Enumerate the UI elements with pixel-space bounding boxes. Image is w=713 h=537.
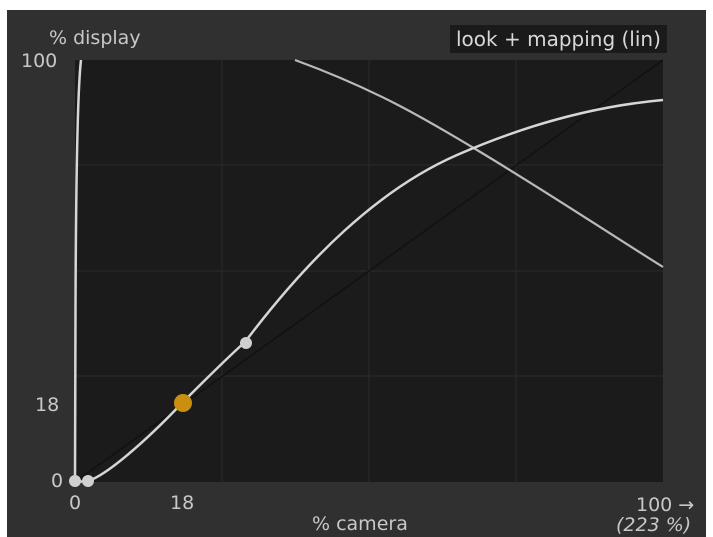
shoulder-node[interactable]	[240, 337, 252, 349]
x-axis-label: % camera	[312, 513, 408, 535]
filmic-curve-graph[interactable]	[7, 10, 706, 537]
graph-panel[interactable]: % display look + mapping (lin) 100 18 0 …	[7, 10, 706, 537]
toe-node[interactable]	[82, 475, 94, 487]
steep-curve	[73, 59, 83, 483]
tone-curve[interactable]	[74, 98, 664, 484]
y-tick-18: 18	[35, 394, 60, 416]
x-tick-0: 0	[69, 492, 82, 514]
grey-point-node[interactable]	[174, 394, 192, 412]
y-tick-100: 100	[21, 50, 58, 72]
view-mode-label[interactable]: look + mapping (lin)	[450, 25, 667, 53]
x-tick-100: 100 →	[636, 494, 695, 516]
x-tick-18: 18	[170, 492, 195, 514]
y-tick-0: 0	[51, 470, 64, 492]
x-max-percent-label: (223 %)	[616, 514, 692, 536]
y-axis-label: % display	[49, 27, 141, 49]
black-point-node[interactable]	[69, 475, 81, 487]
gradient-curve	[294, 58, 664, 268]
